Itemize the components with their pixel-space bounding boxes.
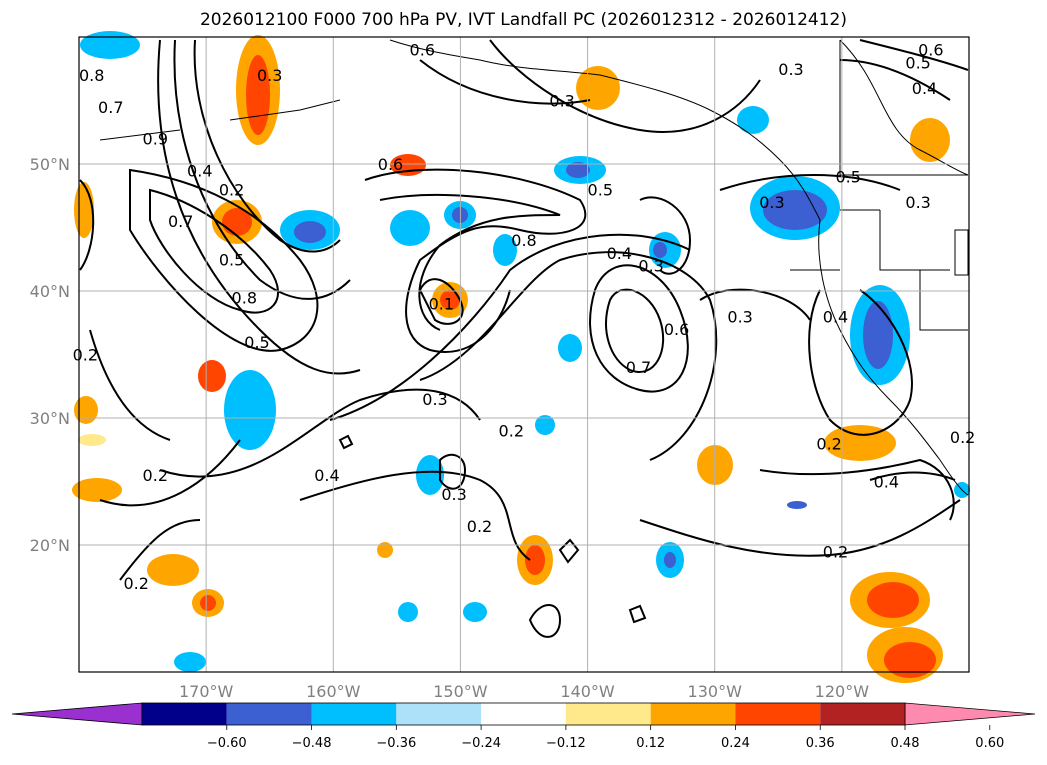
contour-label: 0.4: [314, 466, 339, 485]
colorbar-segment: [481, 703, 566, 725]
contour-label: 0.6: [918, 41, 943, 60]
contour-label: 0.4: [187, 161, 212, 180]
contour-label: 0.3: [422, 390, 447, 409]
contour-label: 0.2: [143, 466, 168, 485]
colorbar-tick-label: −0.60: [207, 736, 247, 751]
contour-label: 0.8: [79, 66, 104, 85]
contour-labels: 0.80.70.90.40.70.20.50.80.50.20.30.60.30…: [73, 41, 976, 593]
contour-label: 0.7: [626, 358, 651, 377]
colorbar-tick-label: 0.36: [806, 736, 835, 751]
lon-label: 120°W: [815, 682, 870, 701]
colorbar-segment: [735, 703, 821, 725]
colorbar-tick-label: −0.24: [461, 736, 501, 751]
longitude-labels: 170°W 160°W 150°W 140°W 130°W 120°W: [179, 682, 869, 701]
contour-label: 0.3: [727, 307, 752, 326]
contour-label: 0.3: [549, 92, 574, 111]
contour-label: 0.4: [607, 244, 632, 263]
contour-label: 0.3: [905, 193, 930, 212]
contour-label: 0.5: [219, 250, 244, 269]
lon-label: 150°W: [433, 682, 488, 701]
contour-label: 0.3: [778, 60, 803, 79]
contour-label: 0.2: [219, 180, 244, 199]
colorbar-segment: [565, 703, 651, 725]
contour-label: 0.7: [98, 98, 123, 117]
contour-label: 0.2: [467, 517, 492, 536]
coastlines: [99, 39, 969, 496]
contour-label: 0.6: [410, 41, 435, 60]
colorbar-segment: [650, 703, 736, 725]
contour-label: 0.3: [759, 193, 784, 212]
lon-label: 140°W: [560, 682, 615, 701]
contour-label: 0.2: [73, 346, 98, 365]
colorbar-segment: [396, 703, 482, 725]
contour-label: 0.3: [441, 485, 466, 504]
contour-label: 0.2: [950, 428, 975, 447]
colorbar-tick-label: 0.60: [975, 736, 1004, 751]
colorbar-outline: [141, 702, 906, 726]
lon-label: 170°W: [179, 682, 234, 701]
colorbar-tick-label: 0.48: [891, 736, 920, 751]
contour-label: 0.2: [123, 574, 148, 593]
lon-label: 160°W: [306, 682, 361, 701]
contour-label: 0.8: [232, 288, 257, 307]
contour-label: 0.5: [588, 180, 613, 199]
contour-label: 0.3: [257, 66, 282, 85]
colorbar-tick-label: −0.36: [376, 736, 416, 751]
contour-label: 0.6: [378, 155, 403, 174]
lat-label: 40°N: [30, 282, 70, 301]
contour-label: 0.7: [168, 212, 193, 231]
contour-label: 0.8: [511, 231, 536, 250]
contour-label: 0.6: [664, 320, 689, 339]
map-title: 2026012100 F000 700 hPa PV, IVT Landfall…: [199, 10, 847, 30]
colorbar-extend-high: [904, 702, 1036, 726]
map-frame: [78, 36, 970, 673]
colorbar-segment: [226, 703, 312, 725]
contour-label: 0.5: [905, 53, 930, 72]
contour-label: 0.3: [638, 257, 663, 276]
contour-label: 0.2: [499, 422, 524, 441]
lat-label: 20°N: [30, 536, 70, 555]
colorbar-tick-label: −0.48: [292, 736, 332, 751]
shaded-anomalies: [72, 31, 970, 683]
lat-label: 50°N: [30, 155, 70, 174]
contour-label: 0.2: [816, 434, 841, 453]
contour-label: 0.4: [874, 473, 899, 492]
colorbar-extend-low: [11, 702, 143, 726]
contour-label: 0.9: [143, 130, 168, 149]
contour-label: 0.5: [244, 333, 269, 352]
colorbar-segment: [311, 703, 397, 725]
map-panel: 0.80.70.90.40.70.20.50.80.50.20.30.60.30…: [72, 31, 975, 683]
lat-label: 30°N: [30, 409, 70, 428]
lon-label: 130°W: [688, 682, 743, 701]
colorbar: −0.60 −0.48 −0.36 −0.24 −0.12 0.12 0.24 0.36 0.4…: [11, 702, 1036, 751]
colorbar-tick-label: 0.12: [636, 736, 665, 751]
colorbar-segment: [820, 703, 905, 725]
gridlines: [79, 37, 969, 672]
colorbar-segment: [142, 703, 227, 725]
contour-label: 0.4: [912, 79, 937, 98]
colorbar-tick-label: 0.24: [721, 736, 750, 751]
contour-label: 0.1: [429, 295, 454, 314]
latitude-labels: 50°N 40°N 30°N 20°N: [30, 155, 70, 555]
colorbar-tick-label: −0.12: [546, 736, 586, 751]
contour-label: 0.2: [823, 542, 848, 561]
contour-label: 0.5: [835, 168, 860, 187]
contour-label: 0.4: [823, 307, 848, 326]
